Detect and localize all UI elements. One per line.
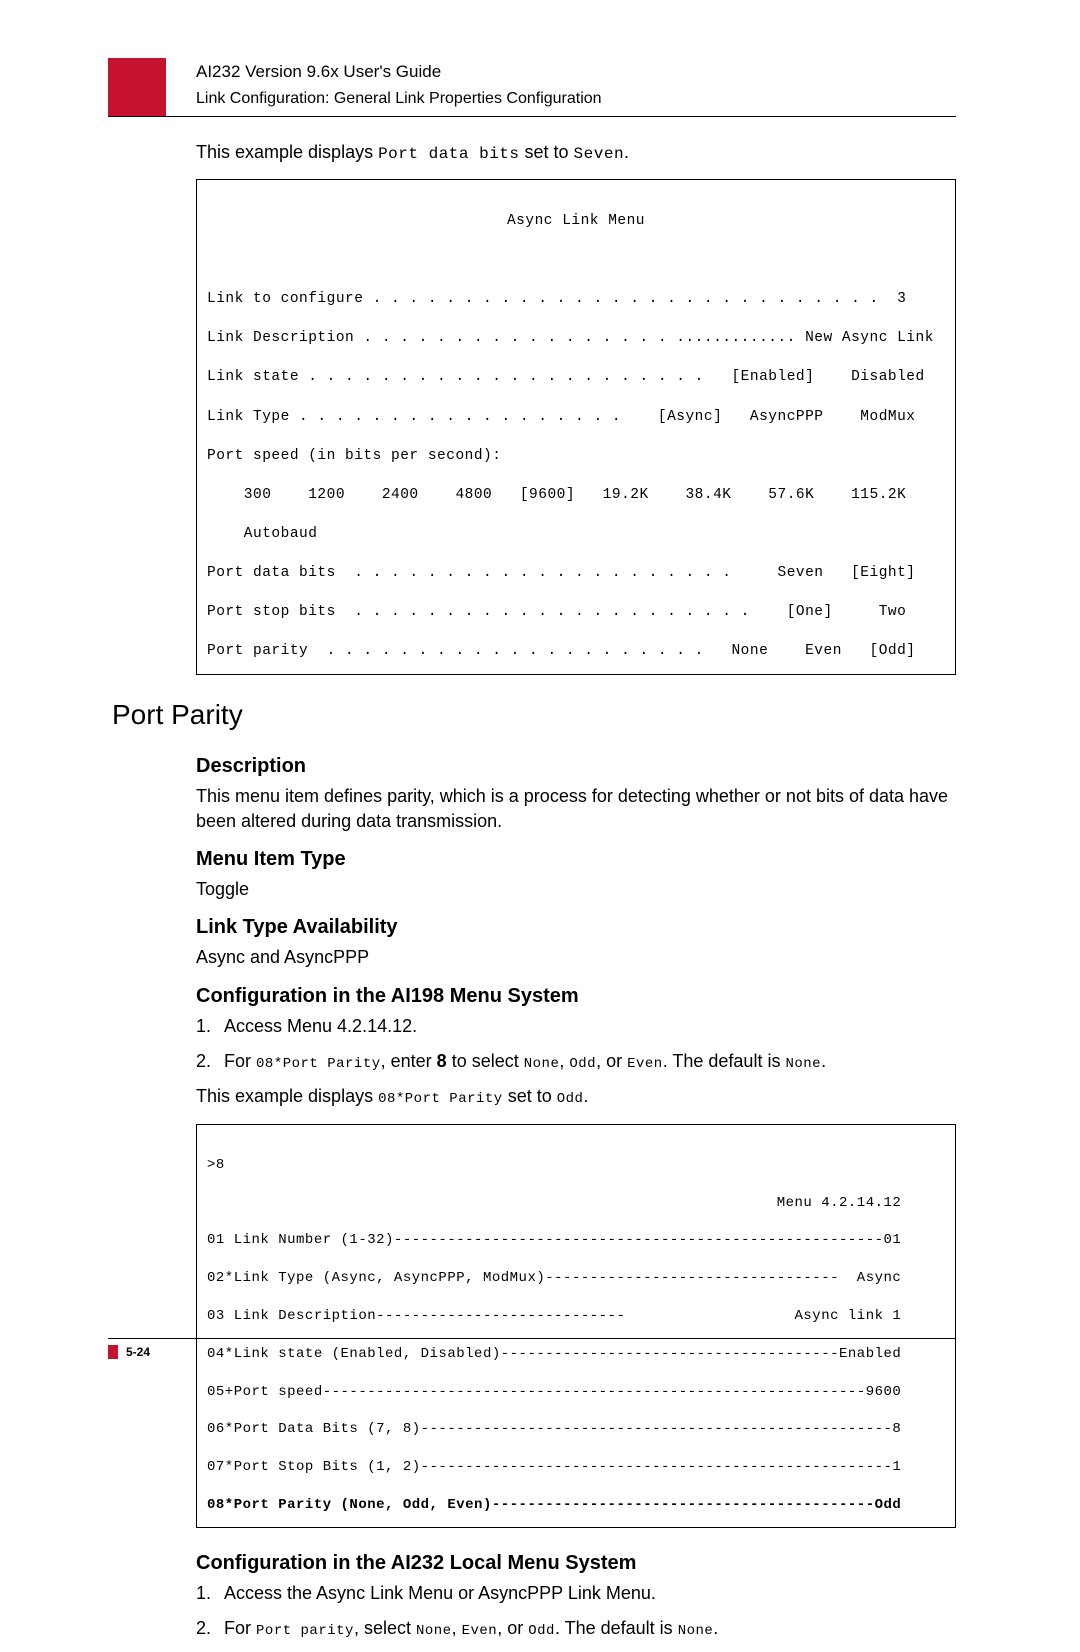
text: , or (497, 1618, 528, 1638)
code-line: 02*Link Type (Async, AsyncPPP, ModMux)--… (207, 1269, 945, 1288)
text: to select (447, 1051, 524, 1071)
header-title: AI232 Version 9.6x User's Guide (196, 60, 602, 85)
text: , or (596, 1051, 627, 1071)
code-line: Link to configure . . . . . . . . . . . … (207, 290, 945, 310)
code-line: 01 Link Number (1-32)-------------------… (207, 1231, 945, 1250)
bold-code-line: 08*Port Parity (None, Odd, Even)--------… (207, 1497, 901, 1513)
code-line: 03 Link Description---------------------… (207, 1307, 945, 1326)
text: , enter (381, 1051, 437, 1071)
code-text: Odd (528, 1623, 555, 1639)
subheading-description: Description (196, 755, 956, 778)
link-type-availability-value: Async and AsyncPPP (196, 945, 956, 970)
text: , (452, 1618, 462, 1638)
text: . (713, 1618, 718, 1638)
code-text: Port parity (256, 1623, 354, 1639)
code-line: Link Type . . . . . . . . . . . . . . . … (207, 408, 945, 428)
code-line: 300 1200 2400 4800 [9600] 19.2K 38.4K 57… (207, 486, 945, 506)
text: For (224, 1618, 256, 1638)
code-line: Port speed (in bits per second): (207, 447, 945, 467)
text: For (224, 1051, 256, 1071)
list-number: 2. (196, 1616, 224, 1642)
code-line: Menu 4.2.14.12 (207, 1194, 945, 1213)
code-line: Link state . . . . . . . . . . . . . . .… (207, 368, 945, 388)
subheading-config-ai232: Configuration in the AI232 Local Menu Sy… (196, 1552, 956, 1575)
text: This example displays (196, 142, 378, 162)
code-text: Odd (569, 1056, 596, 1072)
code-text: Seven (574, 145, 625, 163)
subheading-config-ai198: Configuration in the AI198 Menu System (196, 985, 956, 1008)
intro-paragraph: This example displays Port data bits set… (196, 140, 956, 165)
text: , select (354, 1618, 416, 1638)
header-rule (108, 116, 956, 117)
codebox-title: Async Link Menu (207, 212, 945, 232)
code-line: Port parity . . . . . . . . . . . . . . … (207, 642, 945, 662)
code-text: None (678, 1623, 714, 1639)
list-item: 1. Access the Async Link Menu or AsyncPP… (196, 1581, 956, 1606)
code-line: Autobaud (207, 525, 945, 545)
code-block-menu-4-2-14-12: >8 Menu 4.2.14.12 01 Link Number (1-32)-… (196, 1124, 956, 1528)
code-text: None (524, 1056, 560, 1072)
subheading-menu-item-type: Menu Item Type (196, 848, 956, 871)
code-text: Even (462, 1623, 498, 1639)
code-line: 08*Port Parity (None, Odd, Even)--------… (207, 1496, 945, 1515)
list-body: Access Menu 4.2.14.12. (224, 1014, 956, 1039)
list-body: For Port parity, select None, Even, or O… (224, 1616, 956, 1642)
text: . (624, 142, 629, 162)
description-paragraph: This menu item defines parity, which is … (196, 784, 956, 834)
accent-block (108, 58, 166, 116)
blank-line (207, 251, 945, 271)
code-line: 06*Port Data Bits (7, 8)----------------… (207, 1420, 945, 1439)
code-text: Odd (557, 1091, 584, 1107)
text: , (559, 1051, 569, 1071)
code-text: None (785, 1056, 821, 1072)
text: . The default is (555, 1618, 678, 1638)
text: This example displays (196, 1086, 378, 1106)
list-item: 1. Access Menu 4.2.14.12. (196, 1014, 956, 1039)
text: . The default is (663, 1051, 786, 1071)
footer-accent (108, 1345, 118, 1359)
list-body: For 08*Port Parity, enter 8 to select No… (224, 1049, 956, 1075)
subheading-link-type-availability: Link Type Availability (196, 916, 956, 939)
code-line: Port data bits . . . . . . . . . . . . .… (207, 564, 945, 584)
text: . (821, 1051, 826, 1071)
code-line: Port stop bits . . . . . . . . . . . . .… (207, 603, 945, 623)
code-line: 05+Port speed---------------------------… (207, 1383, 945, 1402)
example-paragraph: This example displays 08*Port Parity set… (196, 1084, 956, 1110)
text: . (583, 1086, 588, 1106)
code-text: 08*Port Parity (256, 1056, 381, 1072)
code-line: >8 (207, 1156, 945, 1175)
page-footer: 5-24 (108, 1338, 956, 1359)
code-line: 07*Port Stop Bits (1, 2)----------------… (207, 1458, 945, 1477)
menu-item-type-value: Toggle (196, 877, 956, 902)
code-block-async-menu: Async Link Menu Link to configure . . . … (196, 179, 956, 675)
text: set to (503, 1086, 557, 1106)
section-heading-port-parity: Port Parity (112, 699, 872, 731)
code-text: None (416, 1623, 452, 1639)
code-line: Link Description . . . . . . . . . . . .… (207, 329, 945, 349)
bold-text: 8 (437, 1051, 447, 1071)
code-text: 08*Port Parity (378, 1091, 503, 1107)
page-header: AI232 Version 9.6x User's Guide Link Con… (196, 60, 602, 110)
list-number: 1. (196, 1581, 224, 1606)
text: set to (520, 142, 574, 162)
code-text: Port data bits (378, 145, 519, 163)
list-item: 2. For Port parity, select None, Even, o… (196, 1616, 956, 1642)
code-text: Even (627, 1056, 663, 1072)
header-subtitle: Link Configuration: General Link Propert… (196, 87, 602, 110)
list-number: 2. (196, 1049, 224, 1075)
list-item: 2. For 08*Port Parity, enter 8 to select… (196, 1049, 956, 1075)
list-body: Access the Async Link Menu or AsyncPPP L… (224, 1581, 956, 1606)
page-number: 5-24 (126, 1345, 150, 1359)
list-number: 1. (196, 1014, 224, 1039)
page-content: This example displays Port data bits set… (196, 140, 956, 1652)
